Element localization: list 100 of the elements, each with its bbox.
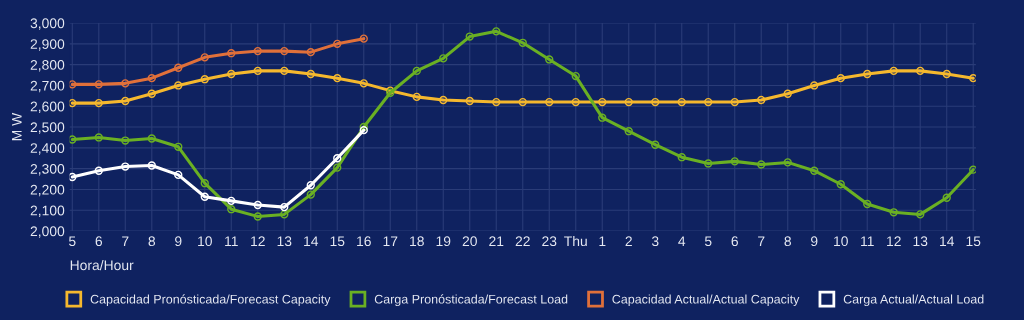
point bbox=[492, 97, 501, 107]
point bbox=[147, 134, 156, 143]
x-tick-label: 19 bbox=[436, 236, 451, 247]
x-tick-label: 5 bbox=[704, 236, 712, 247]
point bbox=[280, 210, 289, 219]
y-tick-label: 2,600 bbox=[30, 101, 65, 114]
legend-label: Capacidad Actual/Actual Capacity bbox=[612, 294, 800, 307]
x-tick-label: 1 bbox=[599, 236, 606, 246]
point bbox=[121, 96, 130, 106]
point bbox=[94, 166, 103, 175]
point bbox=[280, 66, 289, 76]
point bbox=[730, 157, 739, 166]
x-tick-label: 14 bbox=[940, 236, 955, 246]
x-tick-label: 12 bbox=[251, 236, 265, 246]
point bbox=[704, 97, 713, 107]
point bbox=[94, 133, 103, 142]
x-tick-label: 22 bbox=[515, 236, 530, 246]
point bbox=[200, 192, 209, 201]
point bbox=[836, 180, 845, 189]
x-tick-label: 15 bbox=[966, 236, 981, 247]
point bbox=[200, 75, 209, 84]
x-tick-label: 14 bbox=[304, 236, 319, 246]
point bbox=[306, 69, 315, 79]
point bbox=[439, 95, 448, 105]
x-tick-label: 9 bbox=[175, 236, 182, 247]
x-tick-label: 8 bbox=[148, 236, 156, 247]
point bbox=[253, 212, 262, 221]
point bbox=[969, 165, 976, 174]
point bbox=[757, 160, 766, 169]
point bbox=[253, 200, 262, 210]
point bbox=[147, 73, 156, 83]
point bbox=[69, 172, 77, 182]
point bbox=[916, 210, 925, 219]
point bbox=[174, 81, 183, 90]
x-tick-label: 17 bbox=[383, 236, 398, 246]
point bbox=[69, 98, 77, 108]
point bbox=[916, 66, 925, 76]
point bbox=[783, 89, 792, 98]
point bbox=[94, 98, 103, 108]
point bbox=[333, 163, 342, 172]
x-tick-label: 9 bbox=[811, 236, 818, 247]
y-tick-label: 3,000 bbox=[30, 18, 65, 30]
x-axis-title: Hora/Hour bbox=[70, 259, 134, 271]
point bbox=[200, 179, 209, 188]
point bbox=[306, 181, 315, 190]
x-tick-label: 10 bbox=[834, 236, 848, 247]
point bbox=[121, 136, 130, 145]
point bbox=[492, 27, 501, 36]
point bbox=[889, 66, 898, 76]
point bbox=[147, 89, 156, 98]
point bbox=[836, 73, 845, 83]
x-tick-label: 18 bbox=[410, 236, 424, 247]
point bbox=[465, 32, 474, 41]
point bbox=[227, 49, 236, 58]
point bbox=[280, 46, 289, 56]
point bbox=[677, 97, 686, 107]
point bbox=[94, 80, 103, 89]
x-tick-label: 11 bbox=[225, 236, 238, 246]
point bbox=[518, 38, 527, 47]
y-tick-label: 2,500 bbox=[30, 122, 65, 134]
point bbox=[147, 161, 156, 170]
point bbox=[624, 97, 633, 107]
x-tick-label: 8 bbox=[784, 236, 791, 247]
y-axis-title: M W bbox=[12, 112, 22, 141]
point bbox=[810, 166, 819, 175]
point bbox=[545, 55, 554, 64]
point bbox=[571, 71, 580, 81]
legend-label: Carga Pronósticada/Forecast Load bbox=[374, 294, 568, 307]
point bbox=[200, 53, 209, 62]
point bbox=[227, 69, 236, 79]
point bbox=[942, 193, 951, 202]
legend-label: Capacidad Pronósticada/Forecast Capacity bbox=[90, 294, 331, 307]
point bbox=[571, 97, 580, 107]
y-tick-label: 2,200 bbox=[30, 184, 65, 197]
x-tick-label: 6 bbox=[731, 236, 738, 247]
point bbox=[863, 69, 872, 79]
point bbox=[227, 205, 236, 214]
x-tick-label: 10 bbox=[198, 236, 212, 247]
point bbox=[730, 97, 739, 107]
x-tick-label: 7 bbox=[122, 236, 129, 246]
point bbox=[412, 92, 421, 102]
y-tick-label: 2,000 bbox=[30, 226, 65, 238]
point bbox=[465, 96, 474, 106]
point bbox=[518, 97, 527, 107]
y-tick-label: 2,400 bbox=[30, 143, 65, 155]
y-tick-label: 2,700 bbox=[30, 80, 65, 93]
point bbox=[227, 196, 236, 206]
point bbox=[253, 66, 262, 76]
point bbox=[333, 73, 342, 83]
point bbox=[306, 47, 315, 57]
point bbox=[704, 159, 713, 168]
point bbox=[280, 202, 289, 212]
x-tick-label: 3 bbox=[651, 236, 659, 247]
point bbox=[439, 54, 448, 63]
point bbox=[174, 63, 183, 72]
x-tick-label: 4 bbox=[678, 236, 686, 246]
line-series bbox=[69, 34, 368, 89]
point bbox=[624, 127, 633, 136]
point bbox=[889, 208, 898, 217]
x-tick-label: 2 bbox=[625, 236, 632, 246]
